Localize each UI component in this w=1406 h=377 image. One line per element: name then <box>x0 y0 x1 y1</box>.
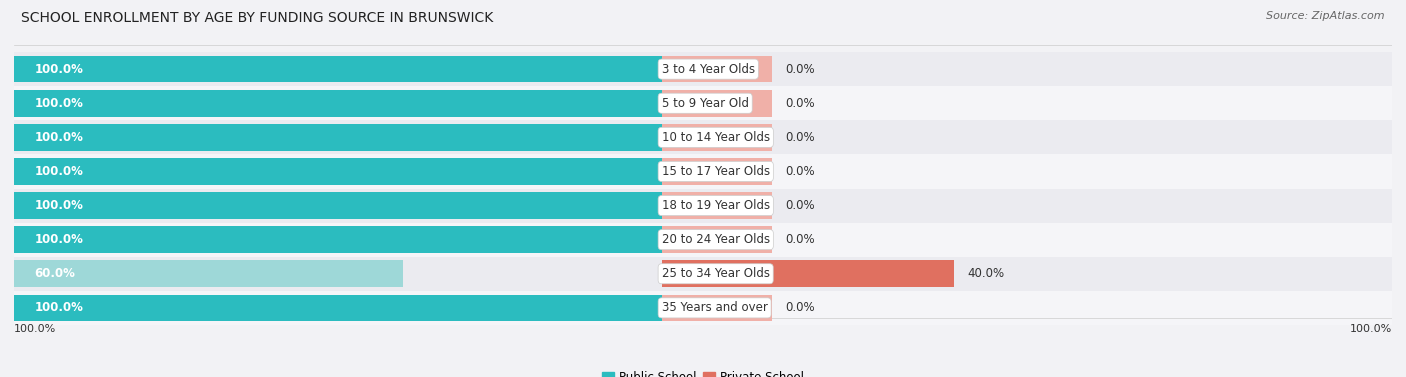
Text: 25 to 34 Year Olds: 25 to 34 Year Olds <box>662 267 769 280</box>
Text: 15 to 17 Year Olds: 15 to 17 Year Olds <box>662 165 770 178</box>
Text: 100.0%: 100.0% <box>35 97 83 110</box>
Bar <box>662 56 772 83</box>
Text: SCHOOL ENROLLMENT BY AGE BY FUNDING SOURCE IN BRUNSWICK: SCHOOL ENROLLMENT BY AGE BY FUNDING SOUR… <box>21 11 494 25</box>
Text: 18 to 19 Year Olds: 18 to 19 Year Olds <box>662 199 770 212</box>
Text: 60.0%: 60.0% <box>35 267 76 280</box>
Text: 0.0%: 0.0% <box>786 165 815 178</box>
Text: 100.0%: 100.0% <box>35 199 83 212</box>
Bar <box>662 124 772 151</box>
Text: Source: ZipAtlas.com: Source: ZipAtlas.com <box>1267 11 1385 21</box>
Text: 100.0%: 100.0% <box>35 233 83 246</box>
Bar <box>14 155 1392 188</box>
Text: 100.0%: 100.0% <box>35 301 83 314</box>
Text: 0.0%: 0.0% <box>786 199 815 212</box>
Text: 0.0%: 0.0% <box>786 97 815 110</box>
Bar <box>14 90 662 116</box>
Bar <box>662 90 772 116</box>
Bar <box>14 188 1392 222</box>
Text: 10 to 14 Year Olds: 10 to 14 Year Olds <box>662 131 770 144</box>
Bar <box>662 226 772 253</box>
Bar <box>14 120 1392 155</box>
Text: 100.0%: 100.0% <box>14 324 56 334</box>
Text: 100.0%: 100.0% <box>35 165 83 178</box>
Bar <box>14 226 662 253</box>
Bar <box>14 158 662 185</box>
Text: 0.0%: 0.0% <box>786 301 815 314</box>
Bar <box>14 52 1392 86</box>
Text: 35 Years and over: 35 Years and over <box>662 301 768 314</box>
Text: 3 to 4 Year Olds: 3 to 4 Year Olds <box>662 63 755 76</box>
Bar <box>662 294 772 321</box>
Bar <box>14 291 1392 325</box>
Bar <box>662 158 772 185</box>
Bar <box>14 124 662 151</box>
Bar <box>662 261 953 287</box>
Text: 0.0%: 0.0% <box>786 63 815 76</box>
Text: 100.0%: 100.0% <box>1350 324 1392 334</box>
Bar <box>14 261 402 287</box>
Text: 20 to 24 Year Olds: 20 to 24 Year Olds <box>662 233 770 246</box>
Bar <box>14 56 662 83</box>
Text: 0.0%: 0.0% <box>786 131 815 144</box>
Text: 100.0%: 100.0% <box>35 131 83 144</box>
Bar <box>14 294 662 321</box>
Bar <box>14 257 1392 291</box>
Legend: Public School, Private School: Public School, Private School <box>598 366 808 377</box>
Bar <box>662 192 772 219</box>
Bar <box>14 222 1392 257</box>
Text: 100.0%: 100.0% <box>35 63 83 76</box>
Text: 0.0%: 0.0% <box>786 233 815 246</box>
Bar <box>14 86 1392 120</box>
Bar <box>14 192 662 219</box>
Text: 40.0%: 40.0% <box>967 267 1005 280</box>
Text: 5 to 9 Year Old: 5 to 9 Year Old <box>662 97 748 110</box>
